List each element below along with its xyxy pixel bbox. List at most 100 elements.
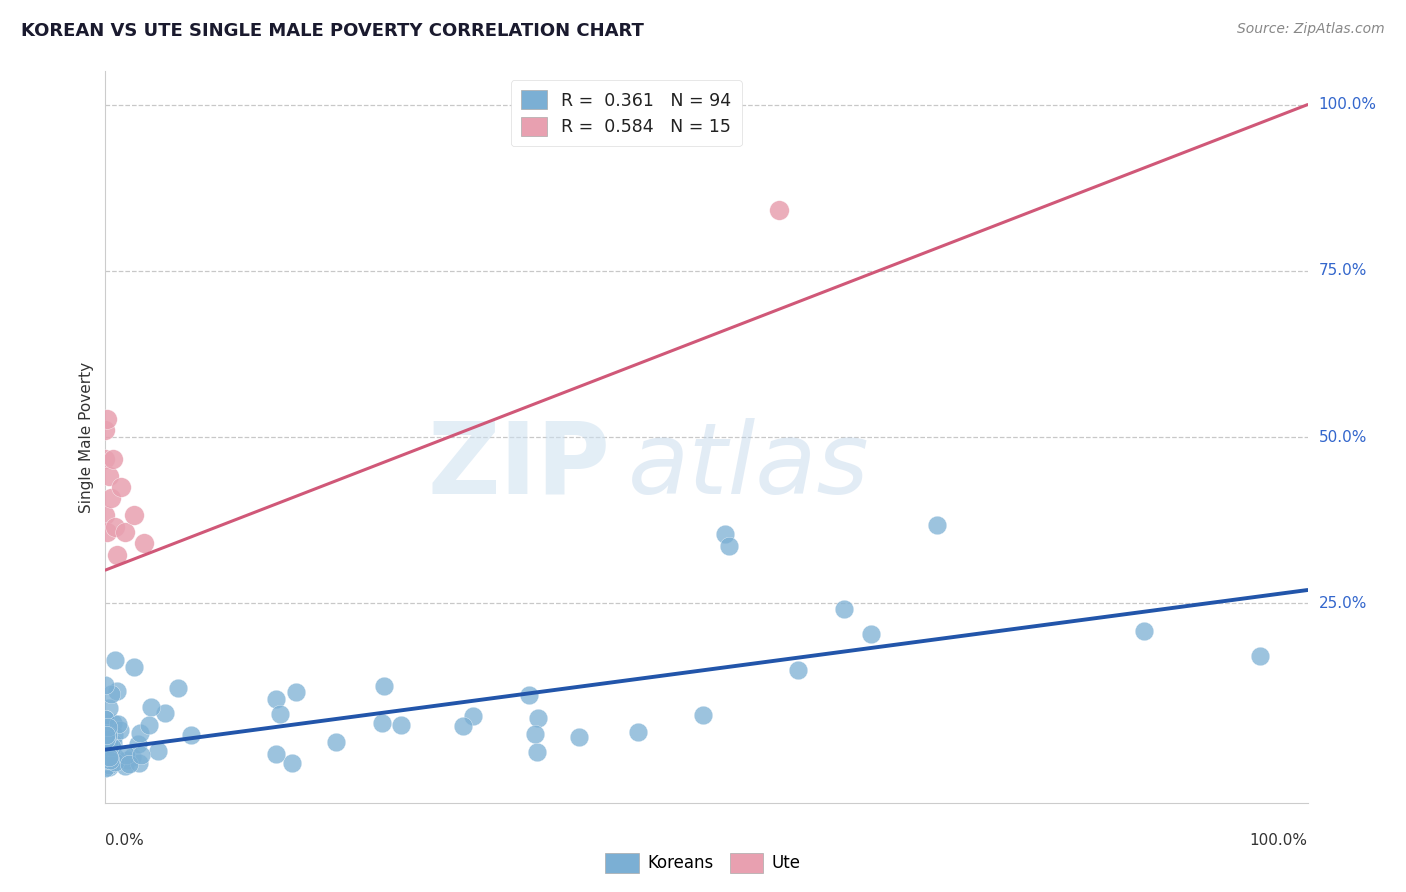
Point	[318, 711, 340, 725]
Point	[364, 701, 387, 715]
Point	[882, 481, 904, 495]
Point	[114, 732, 136, 747]
Point	[148, 722, 170, 736]
Point	[94, 726, 117, 740]
Point	[111, 747, 134, 762]
Point	[950, 595, 973, 609]
Point	[481, 485, 503, 500]
Point	[211, 755, 233, 769]
Point	[132, 696, 155, 710]
Point	[572, 602, 595, 616]
Text: 75.0%: 75.0%	[1319, 263, 1367, 278]
Point	[101, 670, 124, 684]
Text: KOREAN VS UTE SINGLE MALE POVERTY CORRELATION CHART: KOREAN VS UTE SINGLE MALE POVERTY CORREL…	[21, 22, 644, 40]
Point	[94, 727, 117, 741]
Point	[97, 747, 120, 762]
Point	[1056, 500, 1078, 514]
Point	[94, 704, 117, 718]
Text: atlas: atlas	[628, 417, 870, 515]
Point	[323, 699, 346, 714]
Point	[107, 758, 129, 772]
Point	[267, 707, 290, 722]
Point	[427, 719, 450, 733]
Point	[122, 689, 145, 703]
Point	[269, 664, 291, 678]
Point	[118, 497, 141, 511]
Point	[127, 741, 149, 756]
Point	[1182, 542, 1205, 557]
Point	[97, 417, 120, 431]
Point	[1112, 534, 1135, 549]
Point	[107, 751, 129, 765]
Point	[484, 500, 506, 514]
Point	[97, 690, 120, 705]
Point	[96, 747, 118, 762]
Point	[359, 675, 381, 690]
Point	[555, 574, 578, 588]
Point	[94, 463, 117, 477]
Text: 100.0%: 100.0%	[1250, 833, 1308, 848]
Point	[97, 674, 120, 689]
Point	[139, 666, 162, 681]
Point	[107, 746, 129, 760]
Point	[98, 731, 121, 745]
Point	[94, 363, 117, 377]
Text: 25.0%: 25.0%	[1319, 596, 1367, 611]
Point	[1249, 499, 1271, 513]
Point	[94, 709, 117, 723]
Point	[96, 712, 118, 726]
Text: 100.0%: 100.0%	[1319, 97, 1376, 112]
Y-axis label: Single Male Poverty: Single Male Poverty	[79, 361, 94, 513]
Point	[101, 748, 124, 763]
Point	[744, 599, 766, 614]
Point	[103, 708, 125, 723]
Point	[100, 476, 122, 491]
Point	[98, 708, 121, 723]
Point	[94, 664, 117, 678]
Point	[97, 732, 120, 747]
Text: Source: ZipAtlas.com: Source: ZipAtlas.com	[1237, 22, 1385, 37]
Point	[94, 397, 117, 411]
Point	[100, 754, 122, 768]
Point	[121, 711, 143, 725]
Legend: Koreans, Ute: Koreans, Ute	[599, 847, 807, 880]
Point	[614, 475, 637, 489]
Point	[96, 759, 118, 773]
Point	[94, 727, 117, 741]
Point	[107, 483, 129, 498]
Point	[214, 672, 236, 686]
Point	[94, 734, 117, 748]
Point	[391, 724, 413, 739]
Point	[515, 104, 537, 119]
Point	[94, 749, 117, 764]
Point	[96, 720, 118, 734]
Point	[815, 629, 838, 643]
Point	[94, 760, 117, 774]
Point	[527, 645, 550, 659]
Point	[98, 736, 121, 750]
Point	[100, 722, 122, 736]
Point	[96, 351, 118, 365]
Point	[201, 680, 224, 694]
Point	[94, 722, 117, 736]
Point	[1260, 535, 1282, 549]
Point	[97, 751, 120, 765]
Point	[94, 736, 117, 750]
Point	[98, 737, 121, 751]
Legend: R =  0.361   N = 94, R =  0.584   N = 15: R = 0.361 N = 94, R = 0.584 N = 15	[510, 80, 742, 146]
Text: 50.0%: 50.0%	[1319, 430, 1367, 444]
Point	[918, 634, 941, 648]
Point	[108, 756, 131, 770]
Point	[96, 718, 118, 732]
Point	[94, 755, 117, 769]
Point	[101, 509, 124, 524]
Point	[94, 704, 117, 718]
Point	[468, 698, 491, 713]
Point	[115, 719, 138, 733]
Point	[115, 756, 138, 770]
Point	[94, 749, 117, 764]
Point	[94, 715, 117, 730]
Text: ZIP: ZIP	[427, 417, 610, 515]
Point	[112, 463, 135, 477]
Point	[204, 698, 226, 712]
